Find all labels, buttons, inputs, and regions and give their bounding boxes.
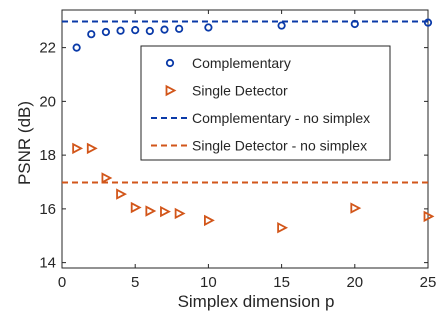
x-tick-label: 15 (273, 274, 290, 291)
data-point (350, 202, 362, 214)
plot-frame (61, 9, 429, 269)
data-point (160, 205, 171, 218)
data-point (86, 142, 98, 155)
y-tick-label: 16 (39, 201, 56, 218)
legend-marker (165, 58, 175, 68)
x-axis-label: Simplex dimension p (178, 292, 335, 311)
legend-label: Single Detector (192, 83, 288, 99)
y-tick-label: 14 (39, 255, 56, 272)
data-point (203, 214, 215, 227)
data-point (130, 201, 142, 214)
y-tick-label: 20 (39, 93, 56, 110)
x-tick-label: 5 (131, 274, 139, 291)
legend-marker (165, 84, 177, 97)
legend-label: Complementary - no simplex (192, 110, 370, 126)
data-point (277, 221, 289, 234)
data-point (175, 24, 184, 33)
data-point (423, 210, 435, 223)
x-tick-label: 20 (346, 274, 363, 291)
plot-box (61, 9, 429, 269)
legend-label: Single Detector - no simplex (192, 138, 367, 154)
data-point (277, 21, 286, 30)
x-tick-label: 25 (420, 274, 437, 291)
data-point (116, 26, 125, 35)
data-point (87, 30, 96, 39)
data-point (174, 207, 186, 220)
y-tick-label: 22 (39, 40, 56, 57)
data-point (160, 25, 169, 34)
data-point (350, 19, 359, 29)
axis-ticks: 0 5 10 15 20 25 14 16 18 20 22 (39, 10, 436, 291)
data-point (72, 43, 81, 52)
data-point (423, 18, 433, 27)
data-point (101, 172, 113, 184)
data-point (145, 205, 157, 217)
legend-label: Complementary (192, 55, 291, 71)
data-point (72, 142, 84, 155)
y-axis-label: PSNR (dB) (15, 101, 34, 185)
data-point (116, 188, 127, 200)
data-point (145, 26, 154, 36)
series-layer (62, 18, 435, 234)
x-tick-label: 0 (58, 274, 66, 291)
data-point (204, 23, 213, 32)
data-point (101, 27, 111, 37)
x-tick-label: 10 (200, 274, 217, 291)
y-tick-label: 18 (39, 147, 56, 164)
data-point (131, 26, 140, 35)
legend-box (140, 45, 391, 161)
legend: Complementary Single Detector Complementar… (140, 45, 391, 161)
